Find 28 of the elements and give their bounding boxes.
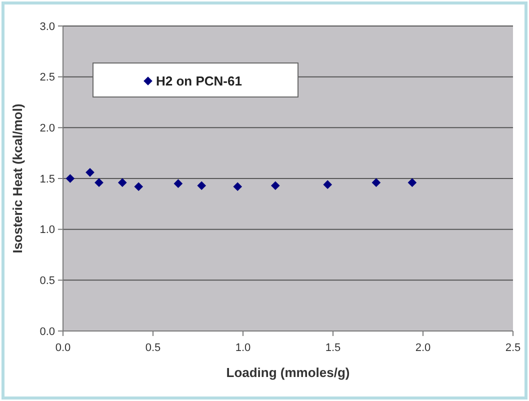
point <box>372 178 381 187</box>
y-tick-label: 2.5 <box>40 72 55 84</box>
point <box>86 168 94 177</box>
point <box>233 182 242 192</box>
point <box>270 181 280 190</box>
point <box>408 178 417 187</box>
point <box>118 178 127 187</box>
y-tick-label: 1.0 <box>40 224 55 236</box>
y-tick-label: 0.5 <box>40 275 55 288</box>
point <box>323 180 332 190</box>
x-axis-title: Loading (mmoles/g) <box>226 365 350 380</box>
x-tick-label: 2.0 <box>415 342 431 354</box>
point <box>174 179 183 188</box>
x-tick-label: 1.0 <box>235 342 251 354</box>
y-axis-title: Isosteric Heat (kcal/mol) <box>10 104 25 254</box>
x-tick-label: 2.5 <box>505 342 521 354</box>
y-tick-label: 2.0 <box>40 122 55 135</box>
point <box>134 182 144 192</box>
legend-label: H2 on PCN-61 <box>156 74 242 89</box>
x-tick-label: 0.0 <box>55 342 71 354</box>
x-tick-label: 1.5 <box>325 342 341 354</box>
y-tick-label: 1.5 <box>40 173 55 186</box>
point <box>94 178 104 187</box>
point <box>66 174 75 183</box>
y-tick-label: 0.0 <box>40 326 55 338</box>
point <box>197 181 206 190</box>
x-tick-label: 0.5 <box>145 342 161 354</box>
y-tick-label: 3.0 <box>40 20 55 33</box>
